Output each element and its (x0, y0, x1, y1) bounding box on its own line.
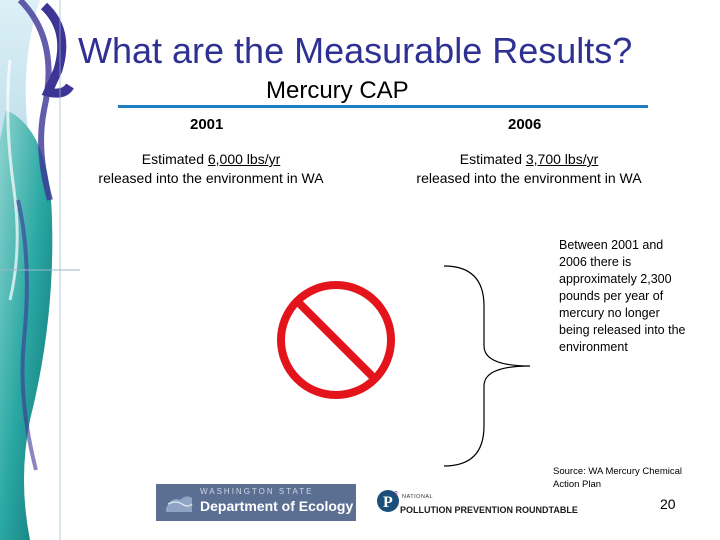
estimate-2001-line2: released into the environment in WA (98, 170, 324, 186)
ecology-mark-icon (166, 496, 193, 512)
estimate-2006-line2: released into the environment in WA (416, 170, 642, 186)
estimate-prefix: Estimated (459, 151, 526, 167)
ecology-name-label: Department of Ecology (200, 498, 354, 514)
p2r-name-label: POLLUTION PREVENTION ROUNDTABLE (400, 505, 578, 515)
title-divider (118, 105, 648, 108)
estimate-2001: Estimated 6,000 lbs/yr released into the… (80, 150, 342, 188)
estimate-2006: Estimated 3,700 lbs/yr released into the… (398, 150, 660, 188)
p2r-national-label: NATIONAL (402, 494, 434, 500)
estimate-prefix: Estimated (141, 151, 208, 167)
year-2001-heading: 2001 (190, 116, 224, 133)
ecology-state-label: WASHINGTON STATE (200, 487, 314, 496)
ecology-logo: WASHINGTON STATE Department of Ecology (156, 484, 356, 521)
result-note: Between 2001 and 2006 there is approxima… (559, 238, 686, 354)
p2-roundtable-logo: P 2 (377, 490, 399, 512)
no-symbol-icon (277, 281, 395, 399)
page-number: 20 (660, 496, 676, 512)
slide-subtitle: Mercury CAP (266, 77, 409, 104)
estimate-2001-amount: 6,000 lbs/yr (207, 151, 281, 167)
estimate-2006-line1: Estimated 3,700 lbs/yr (398, 150, 660, 169)
year-2006-heading: 2006 (508, 116, 542, 133)
curly-brace-icon (443, 265, 531, 467)
slide-title: What are the Measurable Results? (78, 30, 633, 71)
estimate-2001-line1: Estimated 6,000 lbs/yr (80, 150, 342, 169)
svg-text:P: P (383, 494, 393, 511)
decorative-sidebar (0, 0, 80, 540)
estimate-2006-amount: 3,700 lbs/yr (525, 151, 599, 167)
source-note: Source: WA Mercury Chemical Action Plan (553, 466, 682, 490)
svg-text:2: 2 (394, 491, 398, 498)
